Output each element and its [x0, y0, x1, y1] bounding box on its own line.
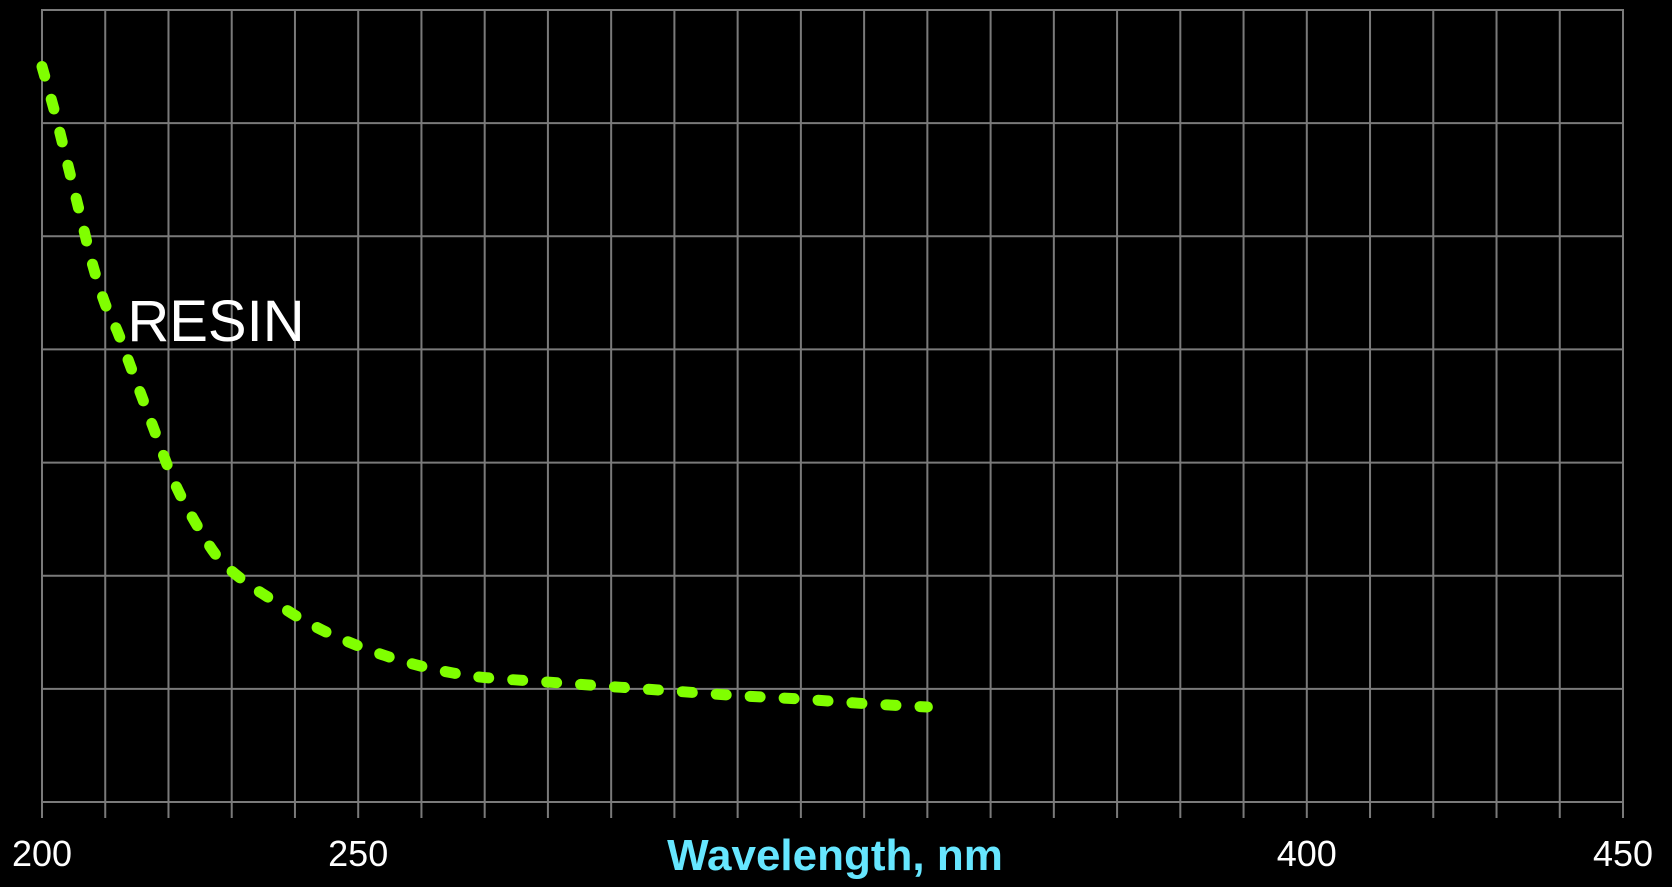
x-tick-labels: 200 250 400 450	[12, 833, 1653, 874]
x-axis-label: Wavelength, nm	[667, 831, 1003, 880]
x-tick-label: 450	[1593, 833, 1653, 874]
x-tick-label: 250	[328, 833, 388, 874]
plot-border	[41, 9, 1624, 803]
x-tick-label: 400	[1277, 833, 1337, 874]
x-tick-label: 200	[12, 833, 72, 874]
series-layer	[36, 61, 933, 713]
grid	[41, 9, 1624, 818]
series-line-resin	[36, 61, 933, 713]
annotation-resin: RESIN	[127, 289, 304, 354]
